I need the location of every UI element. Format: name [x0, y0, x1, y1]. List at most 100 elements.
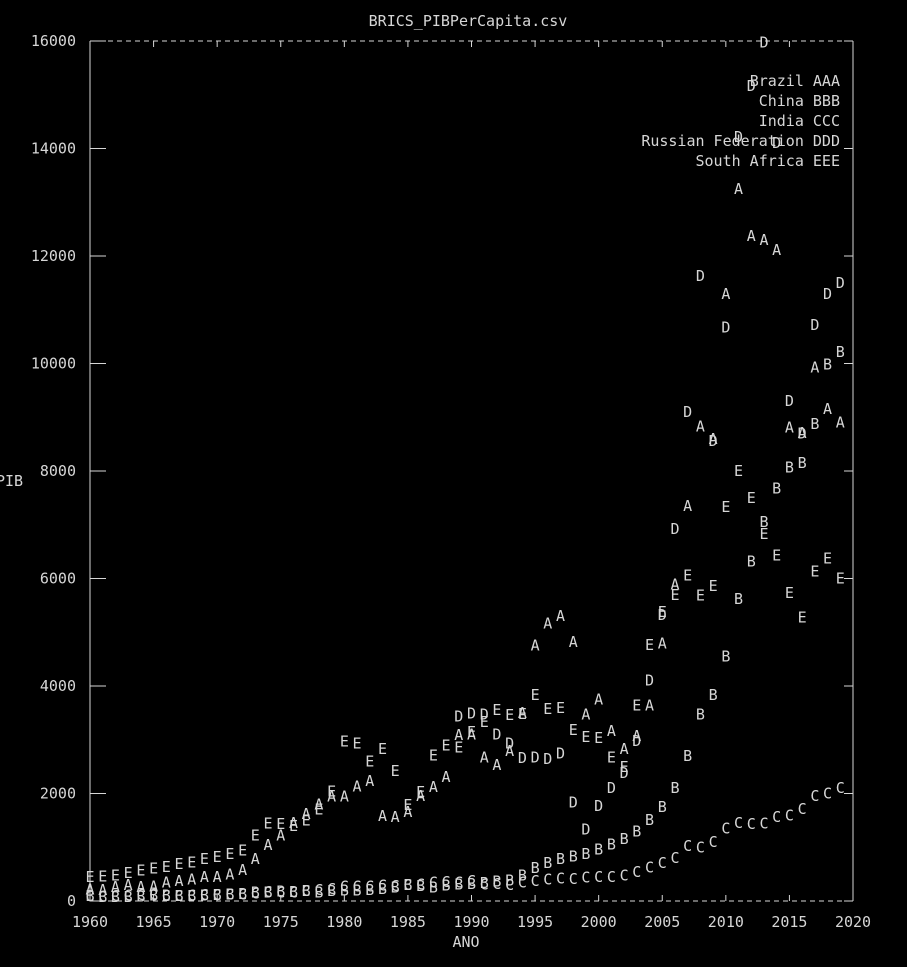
data-point: E — [213, 848, 222, 866]
data-point: A — [365, 772, 374, 790]
data-point: B — [607, 835, 616, 853]
data-point: A — [734, 180, 743, 198]
x-tick-label: 1965 — [136, 913, 172, 931]
data-point: B — [327, 882, 336, 900]
data-point: A — [518, 704, 527, 722]
data-point: A — [721, 285, 730, 303]
y-tick-label: 2000 — [40, 785, 76, 803]
data-point: D — [810, 316, 819, 334]
data-point: D — [785, 392, 794, 410]
data-point: C — [658, 854, 667, 872]
data-point: E — [264, 814, 273, 832]
y-tick-label: 12000 — [31, 247, 76, 265]
data-point: E — [467, 723, 476, 741]
data-point: A — [98, 881, 107, 899]
data-point: A — [213, 868, 222, 886]
data-point: B — [187, 887, 196, 905]
data-point: A — [658, 635, 667, 653]
data-point: A — [480, 748, 489, 766]
data-point: E — [658, 603, 667, 621]
data-point: C — [264, 883, 273, 901]
data-point: B — [810, 415, 819, 433]
y-tick-label: 14000 — [31, 140, 76, 158]
data-point: A — [492, 756, 501, 774]
data-point: B — [276, 882, 285, 900]
y-tick-label: 4000 — [40, 677, 76, 695]
x-tick-label: 1985 — [390, 913, 426, 931]
data-point: E — [492, 701, 501, 719]
data-point: B — [416, 877, 425, 895]
data-point: D — [569, 794, 578, 812]
data-point: E — [136, 862, 145, 880]
legend-entry: India CCC — [759, 112, 840, 130]
data-point: B — [747, 552, 756, 570]
data-point: C — [632, 863, 641, 881]
data-point: A — [85, 881, 94, 899]
data-point: B — [518, 867, 527, 885]
data-point: D — [543, 750, 552, 768]
data-point: A — [810, 358, 819, 376]
data-point: A — [645, 696, 654, 714]
data-point: D — [467, 704, 476, 722]
y-tick-label: 8000 — [40, 462, 76, 480]
data-point: C — [365, 877, 374, 895]
data-point: C — [111, 887, 120, 905]
data-point: C — [696, 839, 705, 857]
data-point: A — [620, 740, 629, 758]
data-point: E — [696, 587, 705, 605]
data-point: B — [594, 840, 603, 858]
data-point: C — [709, 833, 718, 851]
y-tick-label: 6000 — [40, 570, 76, 588]
data-point: C — [645, 858, 654, 876]
data-point: E — [594, 729, 603, 747]
data-point: C — [747, 815, 756, 833]
data-point: D — [772, 134, 781, 152]
data-point: E — [518, 705, 527, 723]
data-point: B — [480, 874, 489, 892]
x-tick-label: 1970 — [199, 913, 235, 931]
data-point: B — [289, 883, 298, 901]
data-point: E — [581, 728, 590, 746]
data-point: E — [416, 783, 425, 801]
data-point: E — [162, 858, 171, 876]
data-point: E — [607, 748, 616, 766]
data-point: A — [607, 722, 616, 740]
data-point: A — [302, 805, 311, 823]
data-point: C — [836, 779, 845, 797]
data-point: A — [378, 807, 387, 825]
data-point: E — [200, 850, 209, 868]
data-point: E — [454, 738, 463, 756]
data-point: C — [187, 887, 196, 905]
data-point: D — [747, 77, 756, 95]
data-point: C — [136, 886, 145, 904]
data-point: B — [454, 875, 463, 893]
data-point: C — [556, 870, 565, 888]
data-point: C — [683, 837, 692, 855]
data-point: E — [302, 811, 311, 829]
legend: Brazil AAA China BBB India CCC Russian Fede… — [641, 72, 840, 170]
data-point: B — [467, 875, 476, 893]
data-point: B — [353, 881, 362, 899]
data-point: E — [734, 462, 743, 480]
data-point: B — [391, 879, 400, 897]
data-point: C — [798, 800, 807, 818]
data-point: B — [136, 887, 145, 905]
data-point: E — [759, 525, 768, 543]
data-point: E — [98, 867, 107, 885]
data-point: E — [543, 700, 552, 718]
data-point: E — [314, 801, 323, 819]
data-point: A — [747, 227, 756, 245]
data-point: C — [391, 877, 400, 895]
x-tick-label: 2010 — [708, 913, 744, 931]
x-tick-label: 1975 — [263, 913, 299, 931]
data-point: A — [569, 633, 578, 651]
x-tick-label: 2005 — [644, 913, 680, 931]
data-point: B — [785, 458, 794, 476]
data-point: E — [378, 740, 387, 758]
data-point: C — [823, 785, 832, 803]
data-point: A — [391, 808, 400, 826]
data-point: C — [543, 871, 552, 889]
data-point: E — [683, 566, 692, 584]
data-point: E — [505, 706, 514, 724]
